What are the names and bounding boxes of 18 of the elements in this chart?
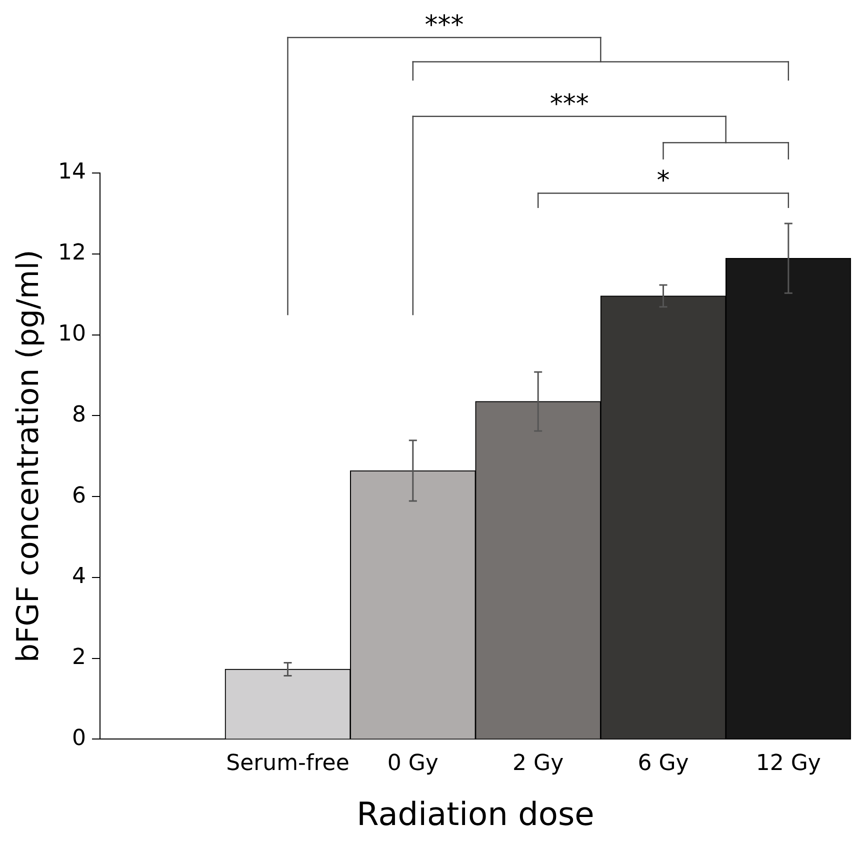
- x-axis-title: Radiation dose: [356, 795, 594, 834]
- annotation: *: [656, 166, 670, 196]
- y-tick-label: 10: [58, 321, 86, 346]
- x-tick-label: 0 Gy: [387, 751, 438, 776]
- y-tick-label: 2: [72, 645, 86, 670]
- x-tick-label: 6 Gy: [638, 751, 689, 776]
- x-tick-label: 2 Gy: [512, 751, 564, 776]
- x-tick-label: Serum-free: [226, 751, 350, 776]
- x-tick-label: 12 Gy: [756, 751, 821, 776]
- y-tick-label: 4: [72, 564, 86, 590]
- y-axis-title: bFGF concentration (pg/ml): [10, 250, 46, 663]
- y-tick-label: 0: [72, 726, 86, 751]
- y-tick-label: 6: [72, 483, 86, 508]
- text: ***: [550, 89, 589, 120]
- y-tick-label: 12: [58, 240, 86, 266]
- y-tick-label: 8: [72, 402, 86, 428]
- text: ***: [424, 10, 464, 41]
- y-tick-label: 14: [58, 160, 86, 185]
